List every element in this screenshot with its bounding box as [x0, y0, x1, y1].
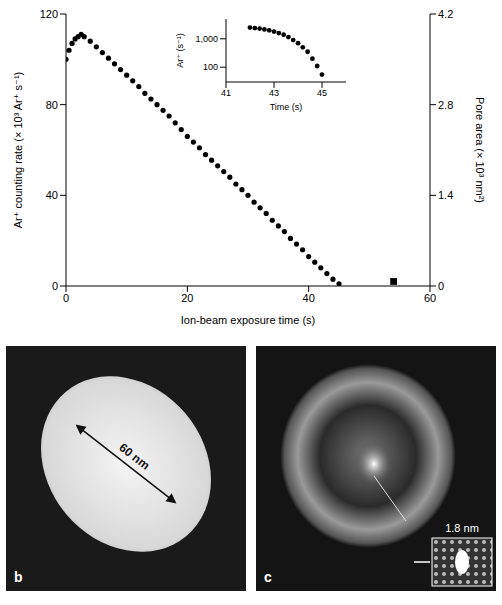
svg-text:1,000: 1,000: [195, 34, 218, 44]
svg-text:40: 40: [46, 189, 58, 201]
svg-text:43: 43: [269, 88, 279, 98]
svg-text:20: 20: [181, 292, 193, 304]
svg-text:Ar⁺ counting rate (× 10³ Ar⁺ s: Ar⁺ counting rate (× 10³ Ar⁺ s⁻¹): [12, 72, 24, 229]
svg-text:40: 40: [303, 292, 315, 304]
svg-text:0: 0: [52, 280, 58, 292]
svg-text:0: 0: [438, 280, 444, 292]
svg-text:60: 60: [424, 292, 436, 304]
svg-text:Time (s): Time (s): [270, 102, 303, 112]
svg-text:100: 100: [203, 62, 218, 72]
svg-text:2.8: 2.8: [438, 99, 453, 111]
svg-text:Pore area (× 10³ nm²): Pore area (× 10³ nm²): [474, 97, 486, 203]
svg-text:Ar⁺ (s⁻¹): Ar⁺ (s⁻¹): [176, 33, 185, 68]
svg-text:41: 41: [221, 88, 231, 98]
svg-text:1.8 nm: 1.8 nm: [445, 522, 479, 534]
svg-text:c: c: [264, 569, 272, 585]
svg-text:45: 45: [317, 88, 327, 98]
svg-text:4.2: 4.2: [438, 8, 453, 20]
svg-text:120: 120: [40, 8, 58, 20]
svg-text:1.4: 1.4: [438, 189, 453, 201]
svg-text:80: 80: [46, 99, 58, 111]
svg-text:Ion-beam exposure time (s): Ion-beam exposure time (s): [181, 314, 316, 326]
svg-text:60 nm: 60 nm: [116, 440, 152, 472]
svg-text:0: 0: [63, 292, 69, 304]
svg-text:b: b: [14, 569, 23, 585]
